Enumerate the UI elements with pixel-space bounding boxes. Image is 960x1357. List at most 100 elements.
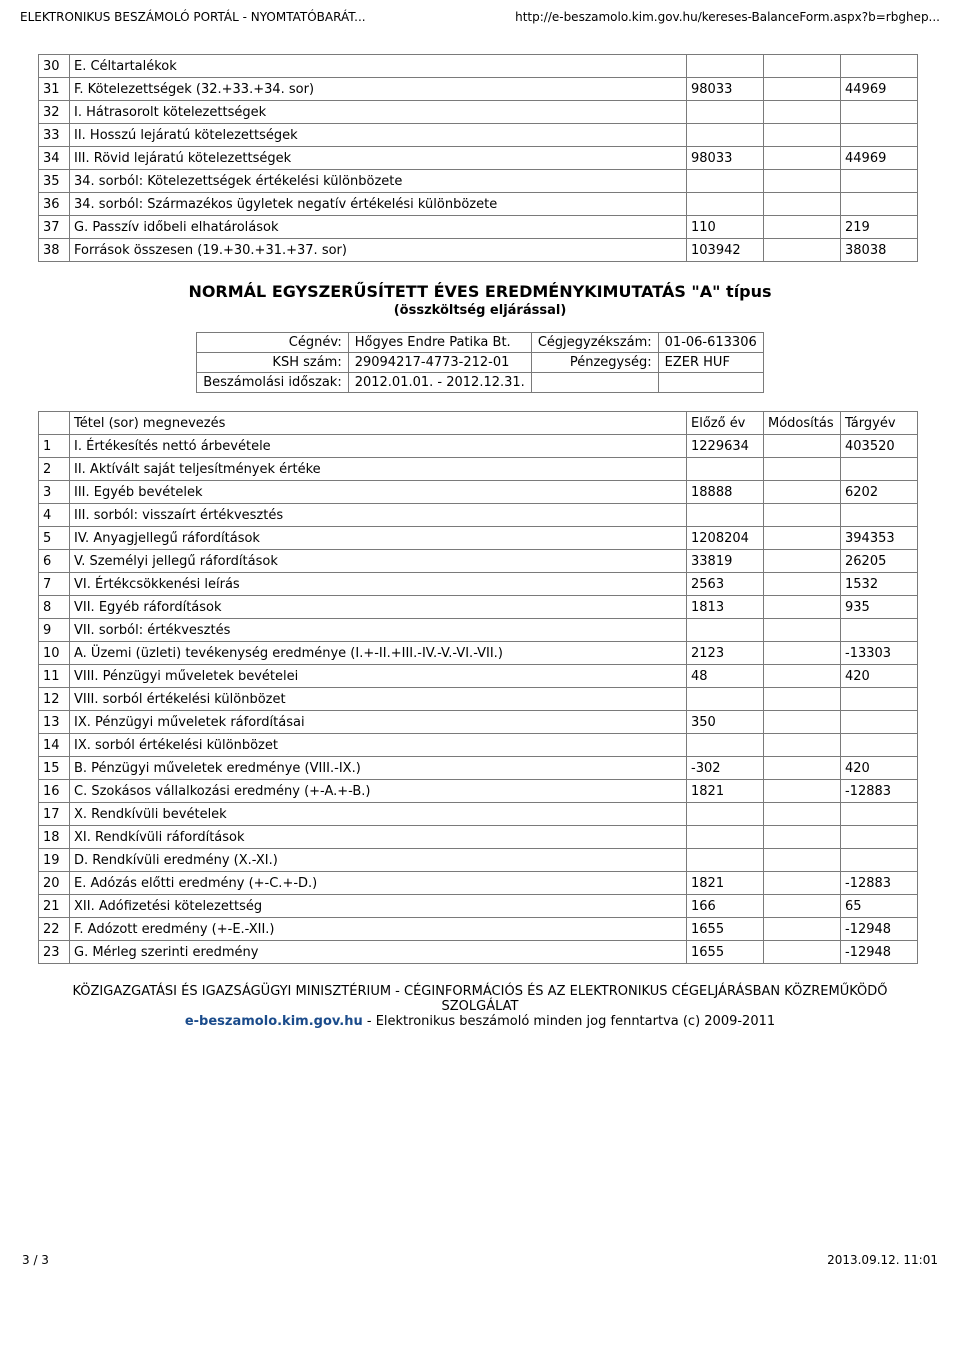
row-label: I. Hátrasorolt kötelezettségek [70,101,687,124]
row-mod [764,481,841,504]
row-mod [764,757,841,780]
row-mod [764,101,841,124]
table-row: 20E. Adózás előtti eredmény (+-C.+-D.)18… [39,872,918,895]
row-label: XII. Adófizetési kötelezettség [70,895,687,918]
row-number: 4 [39,504,70,527]
row-label: C. Szokásos vállalkozási eredmény (+-A.+… [70,780,687,803]
row-mod [764,803,841,826]
row-cur [841,734,918,757]
row-label: I. Értékesítés nettó árbevétele [70,435,687,458]
row-mod [764,239,841,262]
col-cur: Tárgyév [841,412,918,435]
row-number: 3 [39,481,70,504]
row-prev [687,55,764,78]
row-label: G. Mérleg szerinti eredmény [70,941,687,964]
row-prev: 110 [687,216,764,239]
row-cur [841,688,918,711]
table-row: 3III. Egyéb bevételek188886202 [39,481,918,504]
row-label: F. Adózott eredmény (+-E.-XII.) [70,918,687,941]
table-row: 30E. Céltartalékok [39,55,918,78]
row-cur: -12948 [841,941,918,964]
row-cur [841,711,918,734]
row-mod [764,895,841,918]
row-cur [841,124,918,147]
row-cur: 1532 [841,573,918,596]
row-number: 35 [39,170,70,193]
footer-line2: e-beszamolo.kim.gov.hu - Elektronikus be… [20,1014,940,1029]
table-header-row: Tétel (sor) megnevezésElőző évMódosításT… [39,412,918,435]
row-cur: 38038 [841,239,918,262]
row-cur [841,458,918,481]
row-prev [687,826,764,849]
company-meta-table: Cégnév:Hőgyes Endre Patika Bt.Cégjegyzék… [196,332,764,393]
row-prev [687,734,764,757]
section-subtitle: (összköltség eljárással) [20,303,940,318]
row-cur [841,849,918,872]
row-label: Források összesen (19.+30.+31.+37. sor) [70,239,687,262]
meta-key: Beszámolási időszak: [197,373,348,393]
row-cur: 403520 [841,435,918,458]
row-label: 34. sorból: Kötelezettségek értékelési k… [70,170,687,193]
row-number: 15 [39,757,70,780]
table-row: 8VII. Egyéb ráfordítások1813935 [39,596,918,619]
footer-rest: - Elektronikus beszámoló minden jog fenn… [363,1014,775,1029]
row-prev [687,688,764,711]
row-mod [764,872,841,895]
meta-key [531,373,658,393]
row-mod [764,170,841,193]
row-cur: 6202 [841,481,918,504]
row-label: E. Céltartalékok [70,55,687,78]
row-mod [764,688,841,711]
row-mod [764,78,841,101]
row-cur: 44969 [841,147,918,170]
row-cur: 26205 [841,550,918,573]
row-prev: 166 [687,895,764,918]
table-row: 14IX. sorból értékelési különbözet [39,734,918,757]
row-number: 8 [39,596,70,619]
row-cur: 935 [841,596,918,619]
page-footer: 3 / 3 2013.09.12. 11:01 [20,1249,940,1267]
table-row: 3534. sorból: Kötelezettségek értékelési… [39,170,918,193]
meta-val: 2012.01.01. - 2012.12.31. [348,373,531,393]
table-row: 34III. Rövid lejáratú kötelezettségek980… [39,147,918,170]
row-prev [687,458,764,481]
row-prev: 1655 [687,918,764,941]
meta-key: Cégjegyzékszám: [531,333,658,353]
row-mod [764,642,841,665]
row-cur [841,803,918,826]
row-label: VIII. sorból értékelési különbözet [70,688,687,711]
table-row: 16C. Szokásos vállalkozási eredmény (+-A… [39,780,918,803]
header-left: ELEKTRONIKUS BESZÁMOLÓ PORTÁL - NYOMTATÓ… [20,10,366,24]
meta-val: EZER HUF [658,353,763,373]
row-label: 34. sorból: Származékos ügyletek negatív… [70,193,687,216]
meta-val: Hőgyes Endre Patika Bt. [348,333,531,353]
row-label: II. Hosszú lejáratú kötelezettségek [70,124,687,147]
col-prev: Előző év [687,412,764,435]
row-prev: 350 [687,711,764,734]
row-cur [841,193,918,216]
row-cur: 65 [841,895,918,918]
table-row: 21XII. Adófizetési kötelezettség16665 [39,895,918,918]
meta-row: Beszámolási időszak:2012.01.01. - 2012.1… [197,373,764,393]
row-label: VII. Egyéb ráfordítások [70,596,687,619]
table-row: 3634. sorból: Származékos ügyletek negat… [39,193,918,216]
row-prev [687,803,764,826]
table-row: 38Források összesen (19.+30.+31.+37. sor… [39,239,918,262]
table-row: 31F. Kötelezettségek (32.+33.+34. sor)98… [39,78,918,101]
row-cur: -13303 [841,642,918,665]
row-label: X. Rendkívüli bevételek [70,803,687,826]
row-prev: 1655 [687,941,764,964]
table-row: 13IX. Pénzügyi műveletek ráfordításai350 [39,711,918,734]
row-mod [764,458,841,481]
footer-link[interactable]: e-beszamolo.kim.gov.hu [185,1014,363,1029]
row-label: II. Aktívált saját teljesítmények értéke [70,458,687,481]
row-prev: 98033 [687,147,764,170]
table-row: 4III. sorból: visszaírt értékvesztés [39,504,918,527]
row-cur: 219 [841,216,918,239]
row-number: 22 [39,918,70,941]
row-number: 7 [39,573,70,596]
row-cur [841,55,918,78]
row-number: 30 [39,55,70,78]
row-label: G. Passzív időbeli elhatárolások [70,216,687,239]
table-row: 9VII. sorból: értékvesztés [39,619,918,642]
